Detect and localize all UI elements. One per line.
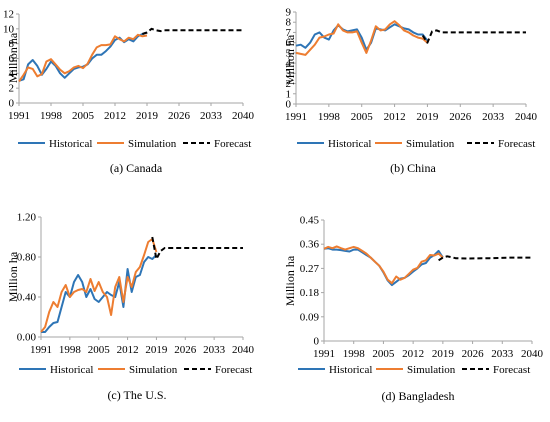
- x-tick-label: 2040: [232, 344, 255, 356]
- series-line-historical: [295, 23, 429, 51]
- legend-label-historical: Historical: [49, 138, 92, 150]
- y-tick-label: 0: [9, 98, 15, 110]
- x-tick-label: 2012: [402, 348, 424, 360]
- y-tick-label: 1: [286, 88, 292, 100]
- x-tick-label: 2019: [145, 344, 168, 356]
- x-tick-label: 2026: [462, 348, 485, 360]
- series-line-forecast: [421, 29, 526, 44]
- x-tick-label: 2005: [88, 344, 111, 356]
- chart-caption: (d) Bangladesh: [382, 389, 455, 403]
- legend-label-simulation: Simulation: [407, 364, 456, 376]
- x-tick-label: 2040: [515, 111, 538, 123]
- legend-label-forecast: Forecast: [214, 138, 251, 150]
- legend-label-forecast: Forecast: [215, 364, 252, 376]
- y-tick-label: 0: [286, 99, 292, 111]
- y-axis-label: Million ha: [283, 255, 297, 306]
- y-tick-label: 7: [286, 27, 292, 39]
- legend-label-historical: Historical: [50, 364, 93, 376]
- chart-caption: (a) Canada: [110, 161, 163, 175]
- y-tick-label: 4: [9, 68, 15, 80]
- x-tick-label: 2033: [203, 344, 226, 356]
- x-tick-label: 2033: [491, 348, 514, 360]
- chart-caption: (c) The U.S.: [107, 388, 166, 402]
- series-line-historical: [323, 247, 444, 287]
- y-tick-label: 5: [286, 47, 292, 59]
- y-tick-label: 6: [9, 53, 15, 65]
- x-tick-label: 2005: [372, 348, 395, 360]
- series-line-simulation: [295, 20, 429, 56]
- y-tick-label: 3: [286, 68, 292, 80]
- x-tick-label: 2019: [136, 110, 159, 122]
- x-tick-label: 2026: [449, 111, 472, 123]
- y-tick-label: 9: [286, 7, 292, 19]
- legend-label-historical: Historical: [329, 364, 372, 376]
- x-tick-label: 2026: [174, 344, 197, 356]
- x-tick-label: 1991: [8, 110, 30, 122]
- y-tick-label: 6: [286, 37, 292, 49]
- series-line-simulation: [323, 245, 444, 285]
- y-tick-label: 0.18: [300, 287, 320, 299]
- legend-label-historical: Historical: [328, 138, 371, 150]
- legend-label-simulation: Simulation: [128, 138, 177, 150]
- y-axis-label: Million ha: [283, 34, 297, 85]
- y-tick-label: 0.36: [300, 239, 320, 251]
- y-axis-label: Million ha: [6, 32, 20, 83]
- legend-label-simulation: Simulation: [406, 138, 455, 150]
- y-tick-label: 0.00: [17, 332, 37, 344]
- y-tick-label: 4: [286, 58, 292, 70]
- y-tick-label: 0: [314, 336, 320, 348]
- chart-panel-2: 0.00 0.40 0.80 1.20 1991 1998 2005 2012 2019 2026…: [6, 212, 255, 403]
- x-tick-label: 2033: [482, 111, 505, 123]
- x-tick-label: 2012: [117, 344, 139, 356]
- y-tick-label: 0.40: [17, 292, 37, 304]
- x-tick-label: 1991: [285, 111, 307, 123]
- y-tick-label: 0.80: [17, 252, 37, 264]
- x-tick-label: 1998: [343, 348, 366, 360]
- x-tick-label: 2040: [521, 348, 544, 360]
- x-tick-label: 2012: [104, 110, 126, 122]
- x-tick-label: 2012: [384, 111, 406, 123]
- legend-label-simulation: Simulation: [129, 364, 178, 376]
- legend-label-forecast: Forecast: [493, 364, 530, 376]
- legend-label-forecast: Forecast: [498, 138, 535, 150]
- x-tick-label: 2005: [72, 110, 95, 122]
- chart-caption: (b) China: [390, 161, 436, 175]
- chart-panel-0: 0 2 4 6 8 10 12 1991 1998 2005 2012 2019 2026 2033 204…: [3, 9, 255, 176]
- series-line-forecast: [438, 255, 532, 262]
- series-line-historical: [41, 254, 158, 333]
- series-line-historical: [18, 31, 148, 82]
- y-tick-label: 12: [3, 9, 14, 21]
- y-axis-label: Million ha: [6, 251, 20, 302]
- y-tick-label: 0.45: [300, 215, 320, 227]
- y-tick-label: 10: [3, 23, 15, 35]
- y-tick-label: 0.27: [300, 263, 320, 275]
- x-tick-label: 1998: [318, 111, 341, 123]
- y-tick-label: 8: [286, 17, 292, 29]
- y-tick-label: 8: [9, 38, 15, 50]
- series-line-simulation: [40, 238, 158, 333]
- x-tick-label: 1991: [30, 344, 52, 356]
- series-line-forecast: [151, 236, 243, 260]
- x-tick-label: 1998: [59, 344, 82, 356]
- x-tick-label: 2019: [416, 111, 439, 123]
- y-tick-label: 2: [286, 78, 292, 90]
- series-line-forecast: [142, 27, 243, 35]
- y-tick-label: 0.09: [300, 311, 320, 323]
- y-tick-label: 2: [9, 83, 15, 95]
- x-tick-label: 1998: [40, 110, 63, 122]
- chart-panel-3: 0 0.09 0.18 0.27 0.36 0.45 1991 1998 2005 2012 201…: [283, 215, 544, 404]
- x-tick-label: 2040: [232, 110, 255, 122]
- x-tick-label: 2019: [432, 348, 455, 360]
- x-tick-label: 2005: [351, 111, 374, 123]
- x-tick-label: 1991: [313, 348, 335, 360]
- y-tick-label: 1.20: [17, 212, 37, 224]
- x-tick-label: 2033: [200, 110, 223, 122]
- series-line-simulation: [18, 33, 148, 83]
- x-tick-label: 2026: [168, 110, 191, 122]
